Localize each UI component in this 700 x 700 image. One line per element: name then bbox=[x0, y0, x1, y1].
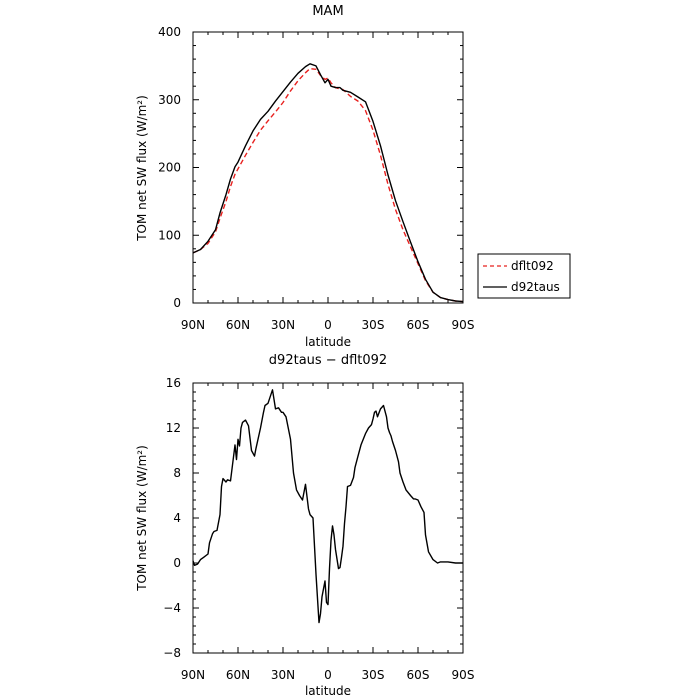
top-ytick-label: 0 bbox=[173, 296, 181, 310]
legend-label-d92taus: d92taus bbox=[511, 280, 560, 294]
bottom-ytick-label: 0 bbox=[173, 556, 181, 570]
top-panel-frame bbox=[192, 31, 464, 304]
bottom-panel-title: d92taus − dflt092 bbox=[269, 353, 387, 368]
top-xtick-label: 60S bbox=[407, 318, 430, 332]
legend-label-dflt092: dflt092 bbox=[511, 259, 554, 273]
top-panel-xlabel: latitude bbox=[305, 335, 351, 349]
top-series-line-d92taus bbox=[192, 63, 464, 303]
top-xtick-label: 30S bbox=[362, 318, 385, 332]
bottom-ytick-label: 16 bbox=[166, 376, 181, 390]
top-series-line-dflt092 bbox=[192, 67, 464, 303]
legend-box bbox=[477, 253, 571, 299]
bottom-panel-frame bbox=[192, 382, 464, 654]
bottom-xtick-label: 90S bbox=[452, 668, 475, 682]
bottom-ytick-label: 12 bbox=[166, 421, 181, 435]
top-panel-title: MAM bbox=[312, 4, 343, 19]
bottom-panel-xlabel: latitude bbox=[305, 684, 351, 698]
bottom-xtick-label: 30S bbox=[362, 668, 385, 682]
top-xtick-label: 30N bbox=[271, 318, 295, 332]
top-panel: MAM 90N 60N 30N 0 30S 60S 90S 0 100 200 300 400 lat… bbox=[135, 4, 474, 349]
top-panel-ylabel: TOM net SW flux (W/m²) bbox=[135, 95, 149, 242]
top-xtick-label: 0 bbox=[324, 318, 332, 332]
bottom-panel: d92taus − dflt092 90N 60N 30N 0 30S 60S 90S −8 −… bbox=[135, 353, 474, 698]
bottom-xtick-label: 90N bbox=[181, 668, 205, 682]
top-xtick-label: 60N bbox=[226, 318, 250, 332]
top-ytick-label: 200 bbox=[158, 161, 181, 175]
top-ytick-label: 400 bbox=[158, 25, 181, 39]
bottom-xtick-label: 60S bbox=[407, 668, 430, 682]
bottom-xtick-label: 60N bbox=[226, 668, 250, 682]
top-xtick-label: 90N bbox=[181, 318, 205, 332]
top-ytick-label: 300 bbox=[158, 93, 181, 107]
bottom-ytick-label: −8 bbox=[163, 646, 181, 660]
bottom-series-line-d92taus-dflt092 bbox=[192, 389, 463, 624]
bottom-ytick-label: 8 bbox=[173, 466, 181, 480]
bottom-ytick-label: 4 bbox=[173, 511, 181, 525]
bottom-panel-ylabel: TOM net SW flux (W/m²) bbox=[135, 445, 149, 592]
legend: dflt092 d92taus bbox=[477, 253, 571, 299]
top-ytick-label: 100 bbox=[158, 228, 181, 242]
bottom-ytick-label: −4 bbox=[163, 601, 181, 615]
bottom-xtick-label: 30N bbox=[271, 668, 295, 682]
bottom-xtick-label: 0 bbox=[324, 668, 332, 682]
top-xtick-label: 90S bbox=[452, 318, 475, 332]
